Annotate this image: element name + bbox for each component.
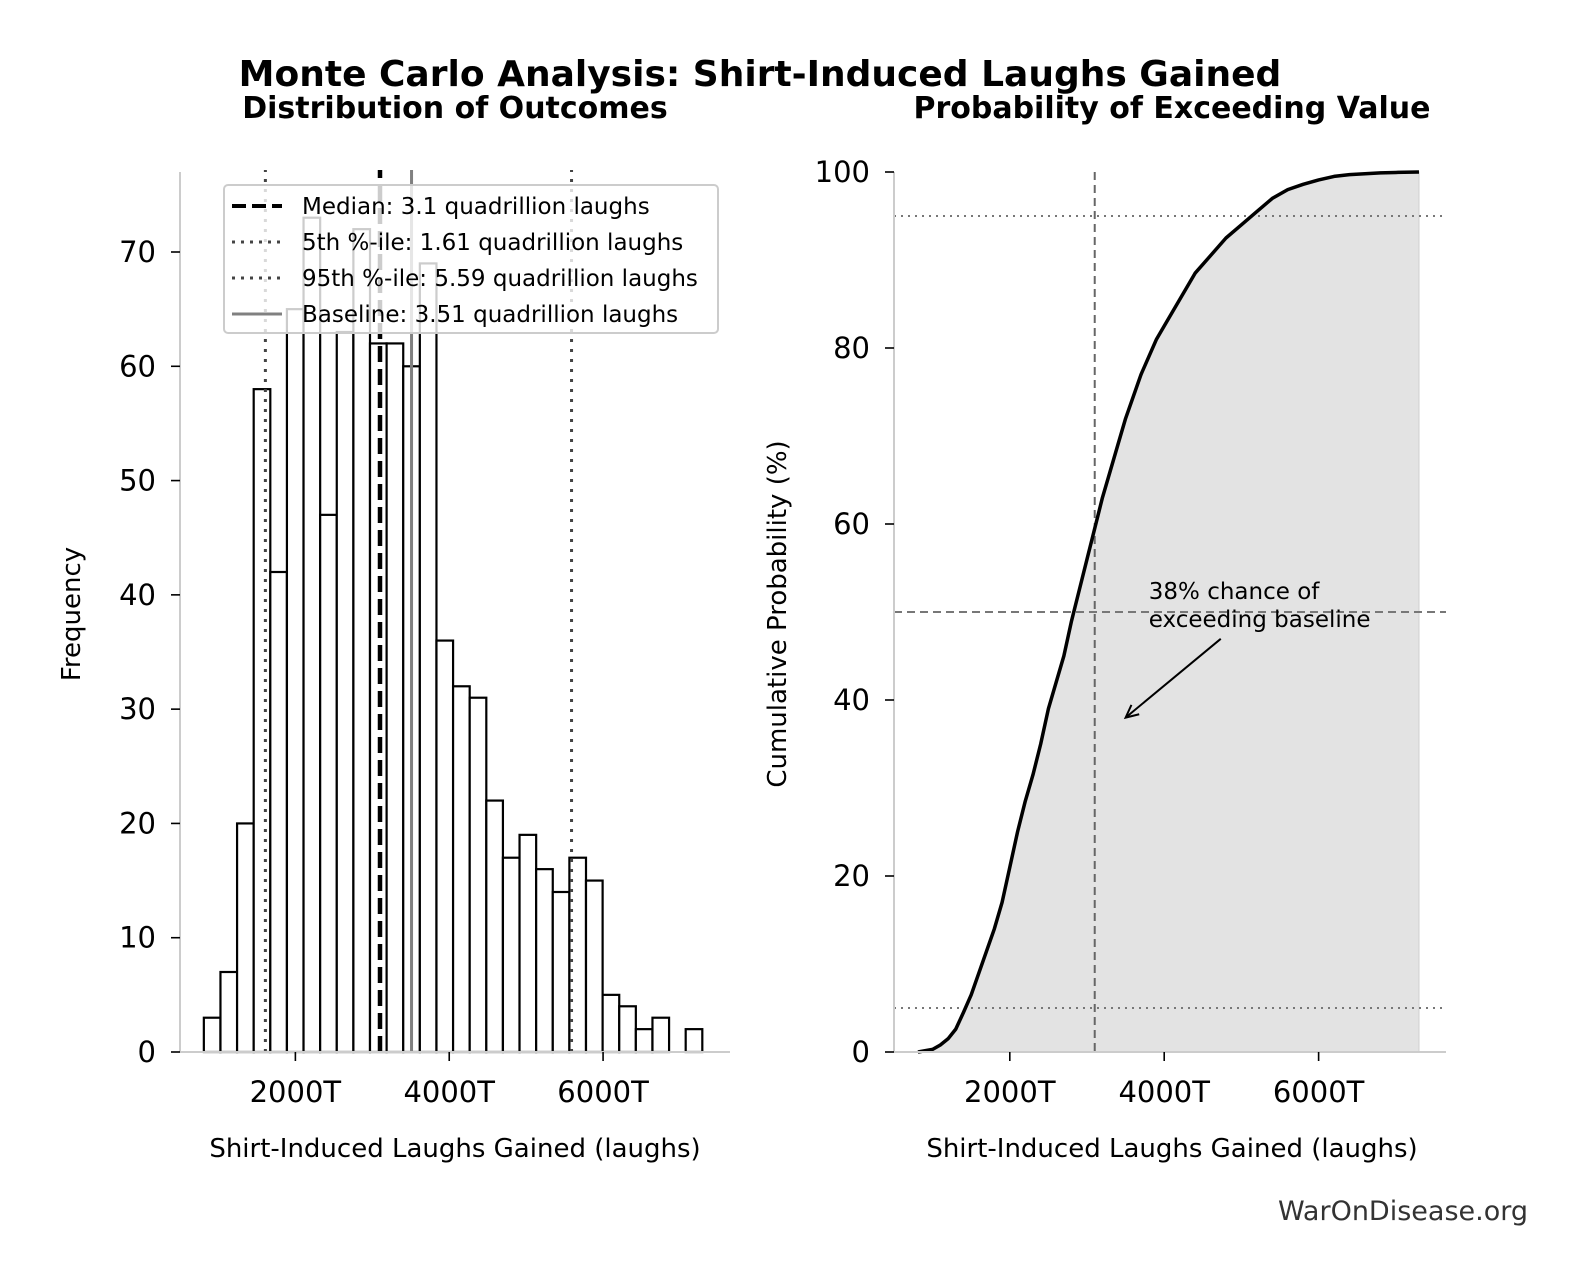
histogram-bar (651, 1016, 671, 1054)
histogram-bar (302, 216, 322, 1054)
watermark: WarOnDisease.org (1278, 1196, 1528, 1227)
cdf-annotation: 38% chance of exceeding baseline (1123, 579, 1371, 720)
x-tick-label: 4000T (1118, 1075, 1210, 1109)
legend-median-label: Median: 3.1 quadrillion laughs (302, 194, 650, 220)
x-tick-label: 6000T (557, 1075, 649, 1109)
histogram-bar (584, 879, 604, 1054)
y-tick-label: 20 (833, 859, 870, 893)
legend-p5-label: 5th %-ile: 1.61 quadrillion laughs (302, 230, 683, 256)
histogram-bar (235, 822, 255, 1054)
histogram-bar (335, 330, 355, 1054)
histogram-title: Distribution of Outcomes (242, 91, 668, 126)
cdf-line (917, 170, 1420, 1054)
figure-title: Monte Carlo Analysis: Shirt-Induced Laug… (239, 54, 1282, 95)
y-tick-label: 60 (119, 349, 156, 383)
histogram-bar (269, 570, 289, 1054)
x-tick-label: 2000T (964, 1075, 1056, 1109)
y-tick-label: 80 (833, 331, 870, 365)
cdf-title: Probability of Exceeding Value (913, 91, 1430, 126)
histogram-y-axis-label: Frequency (57, 547, 87, 681)
histogram-bar (601, 993, 621, 1054)
histogram-bar (202, 1016, 222, 1054)
histogram-bar (618, 1005, 637, 1054)
histogram-bar (568, 856, 588, 1054)
histogram-bar (634, 1028, 654, 1054)
cdf-panel: Probability of Exceeding Value 0 20 40 60 80… (763, 91, 1446, 1164)
histogram-bar (485, 799, 505, 1054)
legend-frame (223, 184, 719, 334)
histogram-bar (435, 639, 455, 1054)
cdf-y-axis-label: Cumulative Probability (%) (763, 440, 793, 787)
histogram-bar (219, 970, 239, 1054)
histogram-bar (352, 228, 372, 1054)
y-tick-label: 20 (119, 806, 156, 840)
legend-baseline-label: Baseline: 3.51 quadrillion laughs (302, 302, 678, 328)
cdf-plot (894, 170, 1446, 1054)
histogram-x-axis-label: Shirt-Induced Laughs Gained (laughs) (209, 1134, 700, 1164)
y-tick-label: 60 (833, 507, 870, 541)
annotation-text-line-1: 38% chance of (1149, 579, 1321, 605)
cdf-axes: 0 20 40 60 80 100 2000T 4000T 6000T (815, 155, 1446, 1109)
legend-p95-label: 95th %-ile: 5.59 quadrillion laughs (302, 266, 698, 292)
y-tick-label: 40 (119, 578, 156, 612)
y-tick-label: 40 (833, 683, 870, 717)
histogram-legend: Median: 3.1 quadrillion laughs 5th %-ile… (223, 184, 719, 334)
y-tick-label: 50 (119, 464, 156, 498)
histogram-bar (501, 856, 521, 1054)
histogram-bar (418, 262, 438, 1054)
annotation-arrow (1124, 638, 1222, 719)
y-tick-label: 30 (119, 692, 156, 726)
y-tick-label: 100 (815, 155, 870, 189)
histogram-bar (518, 833, 538, 1054)
histogram-bar (551, 890, 571, 1054)
histogram-bar (252, 388, 272, 1054)
histogram-bar (451, 685, 471, 1054)
y-tick-label: 70 (119, 235, 156, 269)
histogram-bar (535, 868, 554, 1054)
histogram-bar (468, 696, 488, 1054)
histogram-bar (285, 308, 305, 1054)
annotation-arrowhead (1123, 704, 1140, 720)
histogram-bar (385, 342, 405, 1054)
histogram-axes: 0 10 20 30 40 50 60 70 2000T 4000T 6000T (119, 172, 730, 1109)
x-tick-label: 2000T (250, 1075, 342, 1109)
y-tick-label: 0 (852, 1035, 870, 1069)
y-tick-label: 10 (119, 921, 156, 955)
histogram-bar (684, 1028, 704, 1054)
x-tick-label: 6000T (1273, 1075, 1365, 1109)
histogram-panel: Distribution of Outcomes 0 10 20 30 40 50 60 70… (57, 91, 730, 1164)
x-tick-label: 4000T (403, 1075, 495, 1109)
histogram-bar (319, 513, 338, 1054)
annotation-text-line-2: exceeding baseline (1149, 607, 1371, 633)
cdf-x-axis-label: Shirt-Induced Laughs Gained (laughs) (926, 1134, 1417, 1164)
y-tick-label: 0 (138, 1035, 156, 1069)
